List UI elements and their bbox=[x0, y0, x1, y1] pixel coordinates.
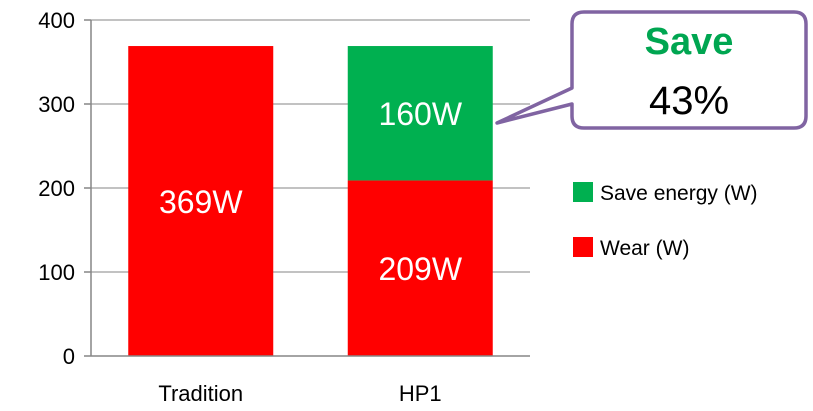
bar-save-energy-hp1 bbox=[347, 46, 493, 181]
y-tick-label: 0 bbox=[63, 344, 75, 369]
bar-value-label: 160W bbox=[378, 96, 462, 132]
callout: Save 43% bbox=[495, 10, 808, 130]
category-label: HP1 bbox=[399, 381, 442, 406]
legend-label: Wear (W) bbox=[600, 237, 689, 260]
bar-value-label: 369W bbox=[159, 184, 243, 220]
callout-title: Save bbox=[645, 21, 734, 63]
y-tick-labels: 0 100 200 300 400 bbox=[38, 8, 75, 369]
category-label: Tradition bbox=[158, 381, 243, 406]
y-tick-label: 200 bbox=[38, 176, 75, 201]
bar-wear-hp1 bbox=[347, 180, 493, 356]
legend-swatch bbox=[573, 182, 593, 202]
bar-value-labels: 369W 209W 160W bbox=[159, 96, 463, 287]
bar-value-label: 209W bbox=[378, 251, 462, 287]
callout-value: 43% bbox=[649, 79, 729, 123]
bars bbox=[128, 46, 493, 356]
legend-swatch bbox=[573, 237, 593, 257]
y-tick-label: 300 bbox=[38, 92, 75, 117]
category-labels: Tradition HP1 bbox=[158, 381, 441, 406]
callout-box bbox=[495, 10, 808, 130]
y-tick-label: 400 bbox=[38, 8, 75, 33]
legend: Save energy (W) Wear (W) bbox=[573, 182, 758, 260]
y-tick-label: 100 bbox=[38, 260, 75, 285]
legend-label: Save energy (W) bbox=[600, 182, 758, 205]
bar-wear-tradition bbox=[128, 46, 274, 356]
